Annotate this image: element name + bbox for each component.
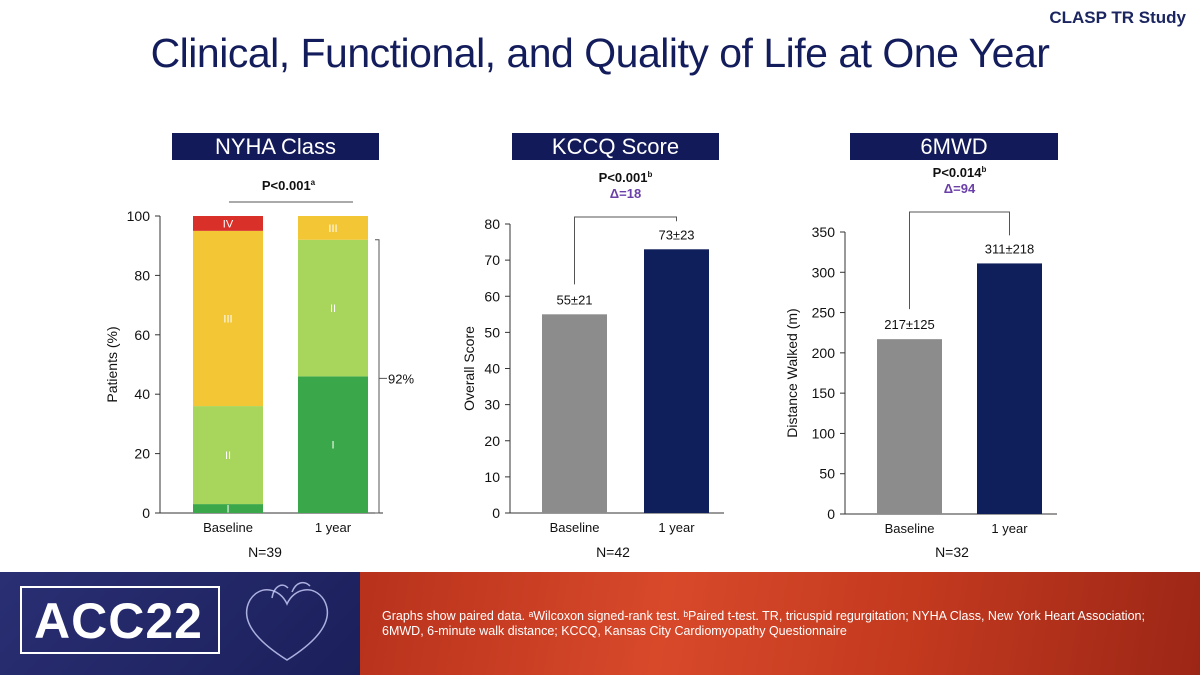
chart2-bar-0	[877, 339, 942, 514]
chart2-tick-label: 200	[812, 345, 836, 361]
chart1-bar-1	[644, 249, 709, 513]
chart0-segment-label: II	[330, 303, 336, 315]
nyha-panel-header: NYHA Class	[172, 133, 379, 160]
chart2-tick-label: 350	[812, 224, 836, 240]
logo-panel: ACC22	[0, 572, 360, 675]
chart0-pvalue: P<0.001a	[262, 178, 316, 193]
chart1-n-label: N=42	[596, 544, 630, 560]
chart0-tick-label: 40	[134, 386, 150, 402]
chart1-category-label: 1 year	[658, 520, 695, 535]
chart2-bar-1	[977, 263, 1042, 514]
chart2-value-label: 311±218	[985, 241, 1035, 256]
chart0-y-axis-label: Patients (%)	[104, 326, 120, 402]
chart1-tick-label: 50	[484, 324, 500, 340]
chart1-tick-label: 0	[492, 505, 500, 521]
chart1-value-label: 73±23	[658, 227, 694, 242]
chart2-category-label: Baseline	[885, 521, 935, 536]
acc22-logo: ACC22	[34, 593, 203, 649]
chart1-tick-label: 60	[484, 288, 500, 304]
footnote: Graphs show paired data. ᵃWilcoxon signe…	[382, 609, 1145, 638]
chart2-tick-label: 300	[812, 264, 836, 280]
chart0-bracket-label: 92%	[388, 371, 414, 386]
chart0-tick-label: 20	[134, 446, 150, 462]
6mwd-panel-header: 6MWD	[850, 133, 1058, 160]
chart1-tick-label: 20	[484, 433, 500, 449]
chart2-tick-label: 50	[819, 466, 835, 482]
chart1-delta: Δ=18	[610, 186, 641, 201]
chart1-value-label: 55±21	[556, 292, 592, 307]
slide-title: Clinical, Functional, and Quality of Lif…	[150, 30, 1050, 76]
chart2-tick-label: 0	[827, 506, 835, 522]
chart0-bar-segment-i	[298, 376, 368, 513]
chart1-tick-label: 10	[484, 469, 500, 485]
chart1-y-axis-label: Overall Score	[461, 326, 477, 411]
chart0-bar-segment-ii	[298, 239, 368, 377]
chart0-segment-label: I	[226, 504, 229, 516]
chart0-category-label: 1 year	[315, 520, 352, 535]
chart0-segment-label: I	[331, 440, 334, 452]
chart2-tick-label: 100	[812, 425, 836, 441]
chart0-tick-label: 60	[134, 327, 150, 343]
chart1-pvalue-bracket	[574, 216, 677, 285]
chart2-delta: Δ=94	[944, 181, 976, 196]
chart0-n-label: N=39	[248, 544, 282, 560]
logo-frame	[20, 586, 220, 654]
chart2-n-label: N=32	[935, 544, 969, 560]
chart0-tick-label: 80	[134, 267, 150, 283]
chart1-tick-label: 40	[484, 361, 500, 377]
kccq-panel-header: KCCQ Score	[512, 133, 719, 160]
chart2-pvalue-bracket	[909, 211, 1010, 310]
chart0-bracket	[375, 239, 380, 514]
chart0-bar-segment-ii	[193, 406, 263, 505]
chart2-category-label: 1 year	[991, 521, 1028, 536]
footer-banner: ACC22 Graphs show paired data. ᵃWilcoxon…	[0, 572, 1200, 675]
chart0-bar-segment-iv	[193, 216, 263, 231]
chart0-bar-segment-iii	[298, 216, 368, 240]
chart1-category-label: Baseline	[550, 520, 600, 535]
chart0-tick-label: 100	[127, 208, 151, 224]
chart0-category-label: Baseline	[203, 520, 253, 535]
chart0-segment-label: III	[223, 313, 232, 325]
chart1-tick-label: 80	[484, 216, 500, 232]
chart1-bar-0	[542, 314, 607, 513]
chart0-segment-label: IV	[223, 218, 234, 230]
chart1-tick-label: 70	[484, 252, 500, 268]
chart0-segment-label: III	[328, 223, 337, 235]
chart2-pvalue: P<0.014b	[933, 165, 987, 180]
chart2-tick-label: 250	[812, 305, 836, 321]
heart-icon	[245, 581, 329, 661]
chart0-segment-label: II	[225, 450, 231, 462]
chart0-tick-label: 0	[142, 505, 150, 521]
chart2-value-label: 217±125	[884, 317, 935, 332]
chart0-bar-segment-i	[193, 504, 263, 513]
chart2-tick-label: 150	[812, 385, 836, 401]
chart0-bar-segment-iii	[193, 230, 263, 407]
chart1-tick-label: 30	[484, 397, 500, 413]
chart2-y-axis-label: Distance Walked (m)	[784, 308, 800, 437]
study-tag: CLASP TR Study	[1049, 8, 1186, 27]
chart1-pvalue: P<0.001b	[599, 170, 653, 185]
